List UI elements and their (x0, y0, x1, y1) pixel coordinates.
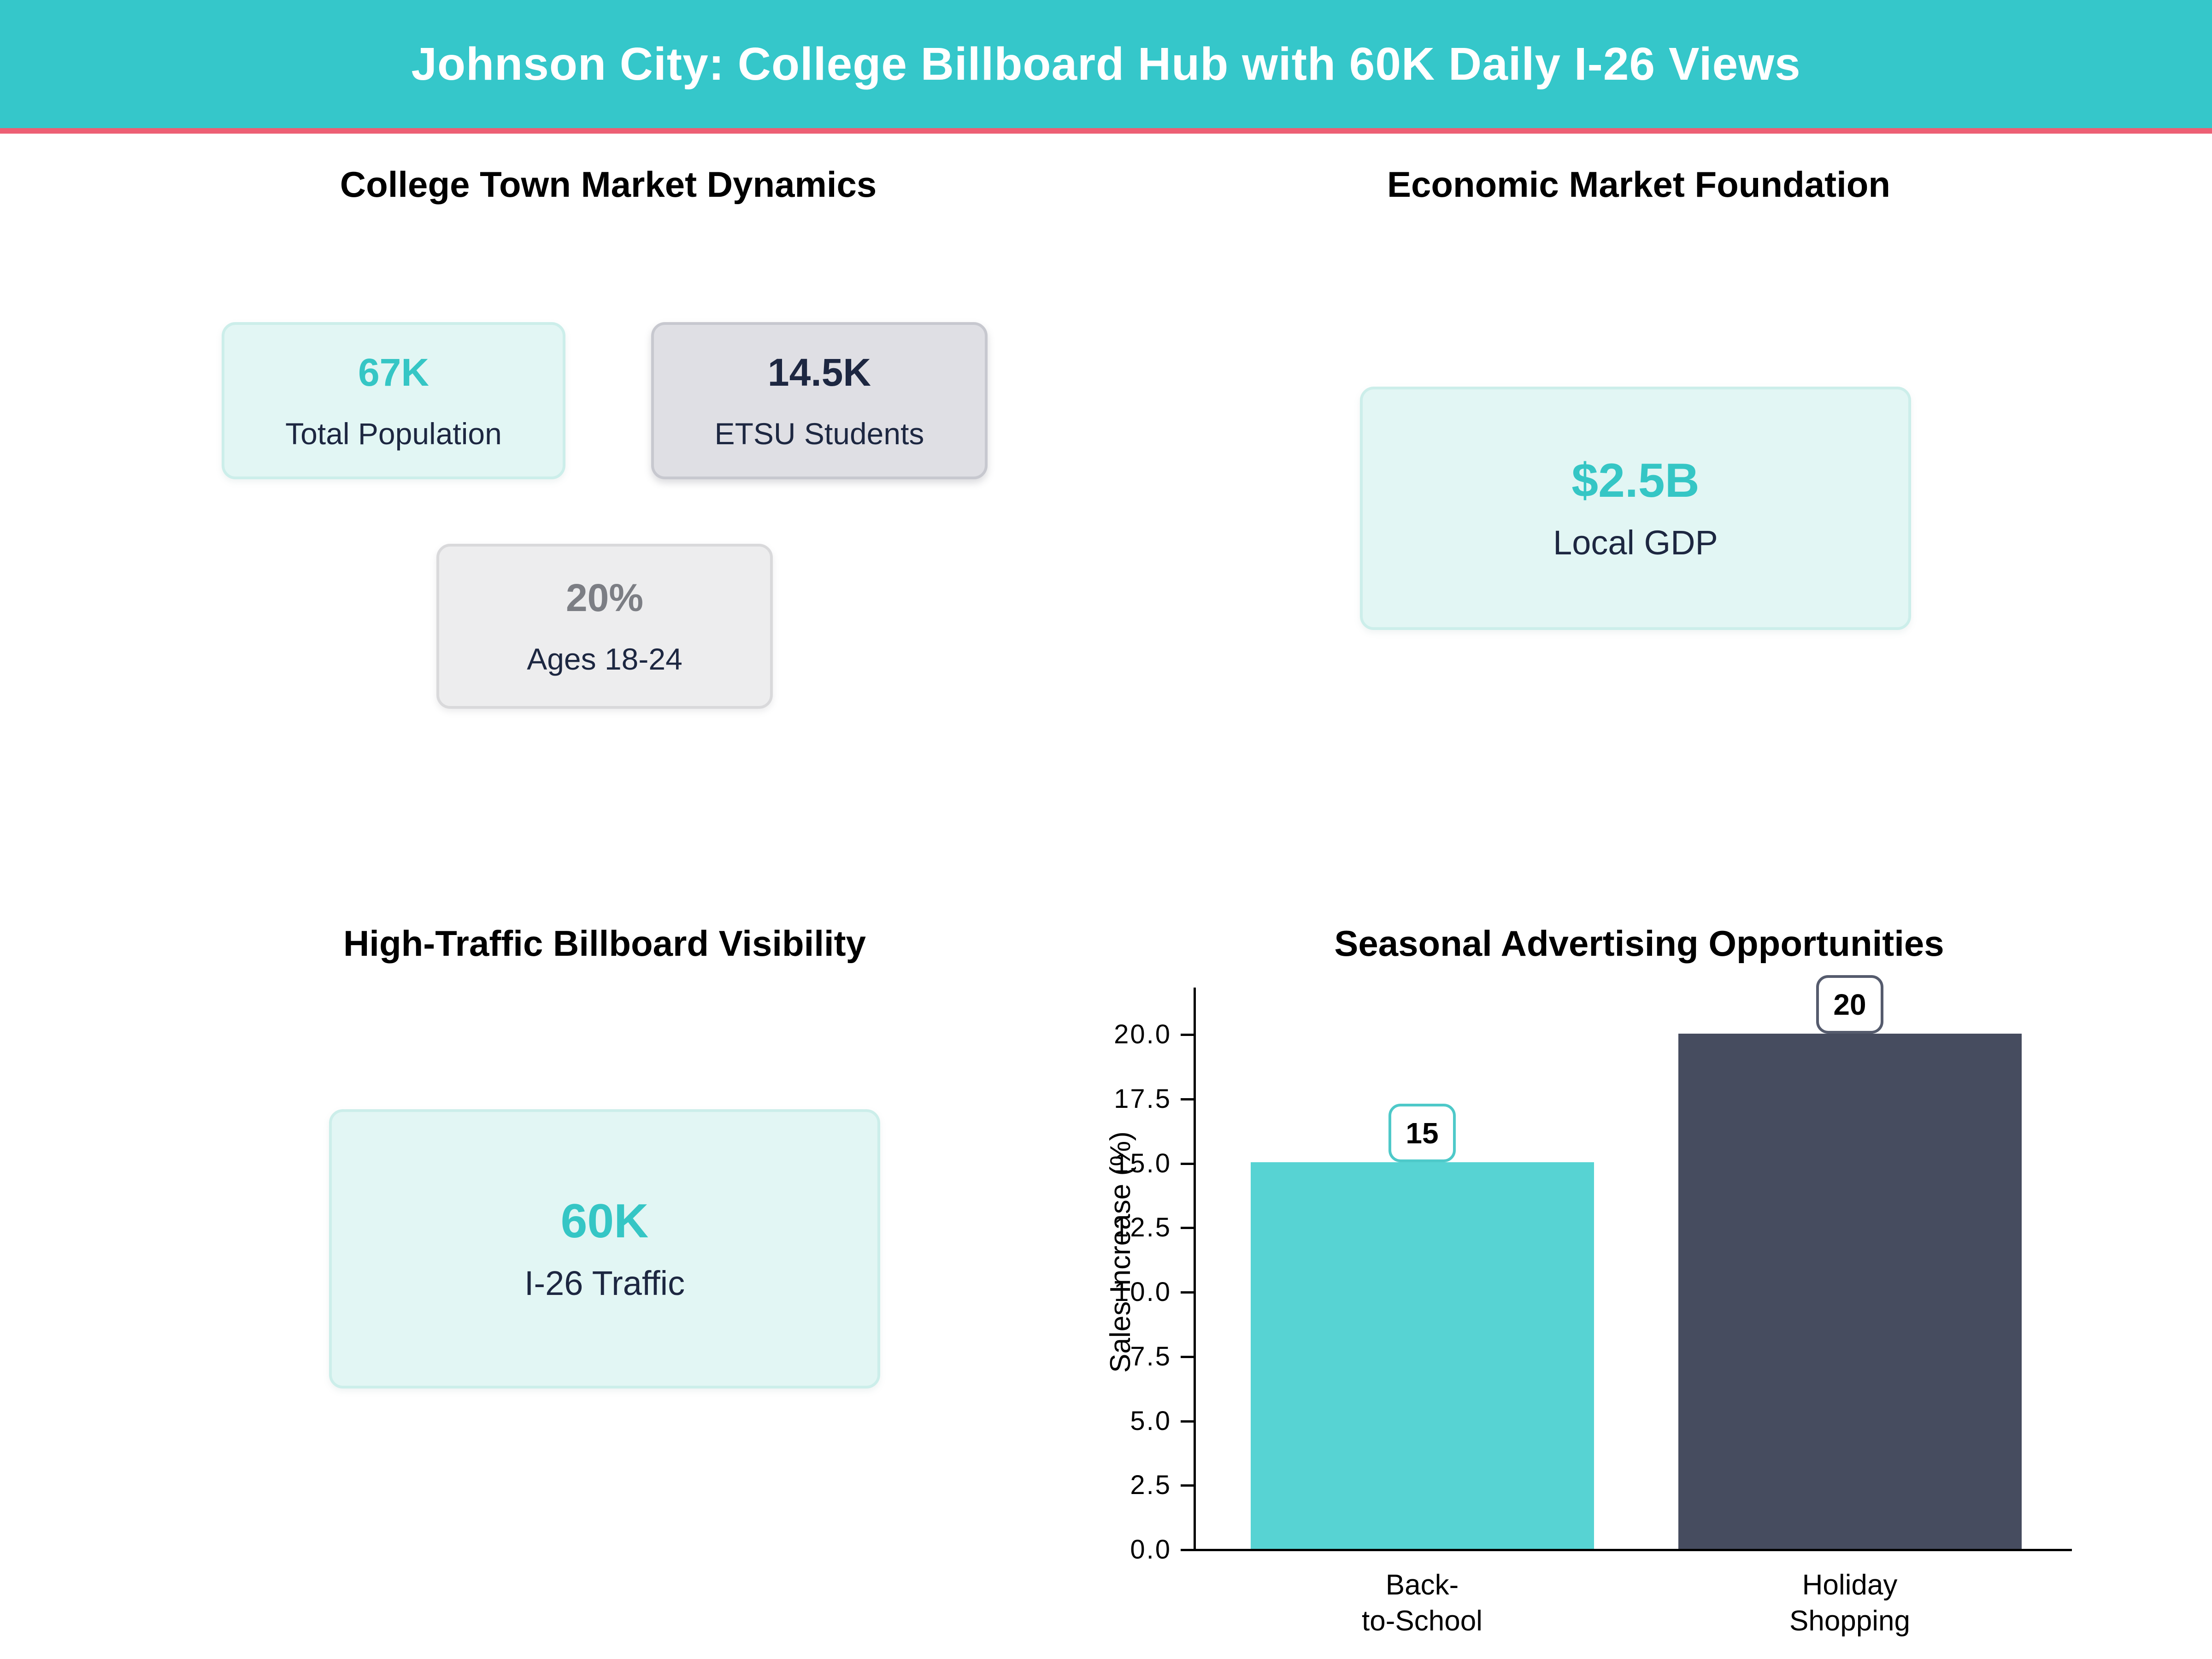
x-tick-label-line: to-School (1362, 1605, 1483, 1637)
y-tick-mark (1181, 1162, 1194, 1165)
stat-label: ETSU Students (714, 416, 924, 451)
stat-value: 60K (560, 1194, 649, 1248)
stat-value: $2.5B (1571, 454, 1700, 507)
stat-card-local-gdp: $2.5B Local GDP (1360, 387, 1911, 630)
header-banner: Johnson City: College Billboard Hub with… (0, 0, 2212, 128)
y-tick-mark (1181, 1420, 1194, 1423)
accent-divider (0, 128, 2212, 134)
y-tick-mark (1181, 1098, 1194, 1100)
bar-value-label: 15 (1388, 1104, 1456, 1162)
x-tick-label-line: Shopping (1789, 1605, 1911, 1637)
section-title-market: College Town Market Dynamics (340, 164, 877, 205)
stat-value: 14.5K (767, 350, 871, 394)
stat-value: 20% (565, 576, 644, 619)
bar-value-label: 20 (1816, 975, 1883, 1034)
y-tick-label: 10.0 (1114, 1277, 1171, 1307)
y-tick-mark (1181, 1355, 1194, 1358)
stat-label: Total Population (285, 416, 502, 451)
y-tick-label: 17.5 (1114, 1083, 1171, 1114)
stat-label: Local GDP (1553, 524, 1718, 562)
y-tick-label: 0.0 (1130, 1535, 1171, 1565)
section-title-seasonal: Seasonal Advertising Opportunities (1334, 923, 1944, 964)
page-title: Johnson City: College Billboard Hub with… (411, 38, 1801, 90)
y-tick-mark (1181, 1034, 1194, 1036)
y-tick-label: 7.5 (1130, 1341, 1171, 1371)
stat-card-total-population: 67K Total Population (222, 322, 565, 479)
y-axis-spine (1194, 988, 1196, 1551)
section-title-economic: Economic Market Foundation (1387, 164, 1891, 205)
section-title-traffic: High-Traffic Billboard Visibility (343, 923, 866, 964)
stat-label: I-26 Traffic (524, 1264, 685, 1302)
y-tick-label: 5.0 (1130, 1406, 1171, 1436)
y-axis-title: Sales Increase (%) (1105, 1131, 1136, 1373)
y-tick-label: 2.5 (1130, 1470, 1171, 1500)
y-tick-label: 20.0 (1114, 1019, 1171, 1049)
stat-card-i26-traffic: 60K I-26 Traffic (329, 1109, 880, 1388)
y-tick-mark (1181, 1291, 1194, 1294)
x-tick-label: Holiday Shopping (1642, 1567, 2057, 1639)
seasonal-bar-chart: 0.0 2.5 5.0 7.5 10.0 12.5 15.0 17.5 20.0 15 Back-t… (1060, 968, 2166, 1659)
x-tick-label-line: Back- (1385, 1569, 1459, 1601)
x-tick-label-line: Holiday (1802, 1569, 1898, 1601)
stat-card-ages-18-24: 20% Ages 18-24 (436, 544, 773, 709)
stat-label: Ages 18-24 (527, 642, 682, 676)
x-axis-spine (1194, 1549, 2072, 1551)
y-tick-label: 15.0 (1114, 1148, 1171, 1178)
stat-card-etsu-students: 14.5K ETSU Students (651, 322, 988, 479)
y-tick-mark (1181, 1549, 1194, 1551)
bar-holiday-shopping (1678, 1034, 2022, 1549)
y-tick-mark (1181, 1227, 1194, 1230)
bar-back-to-school (1250, 1162, 1594, 1549)
x-tick-label: Back-to-School (1215, 1567, 1630, 1639)
y-tick-label: 12.5 (1114, 1212, 1171, 1243)
stat-value: 67K (358, 350, 429, 394)
y-tick-mark (1181, 1484, 1194, 1487)
